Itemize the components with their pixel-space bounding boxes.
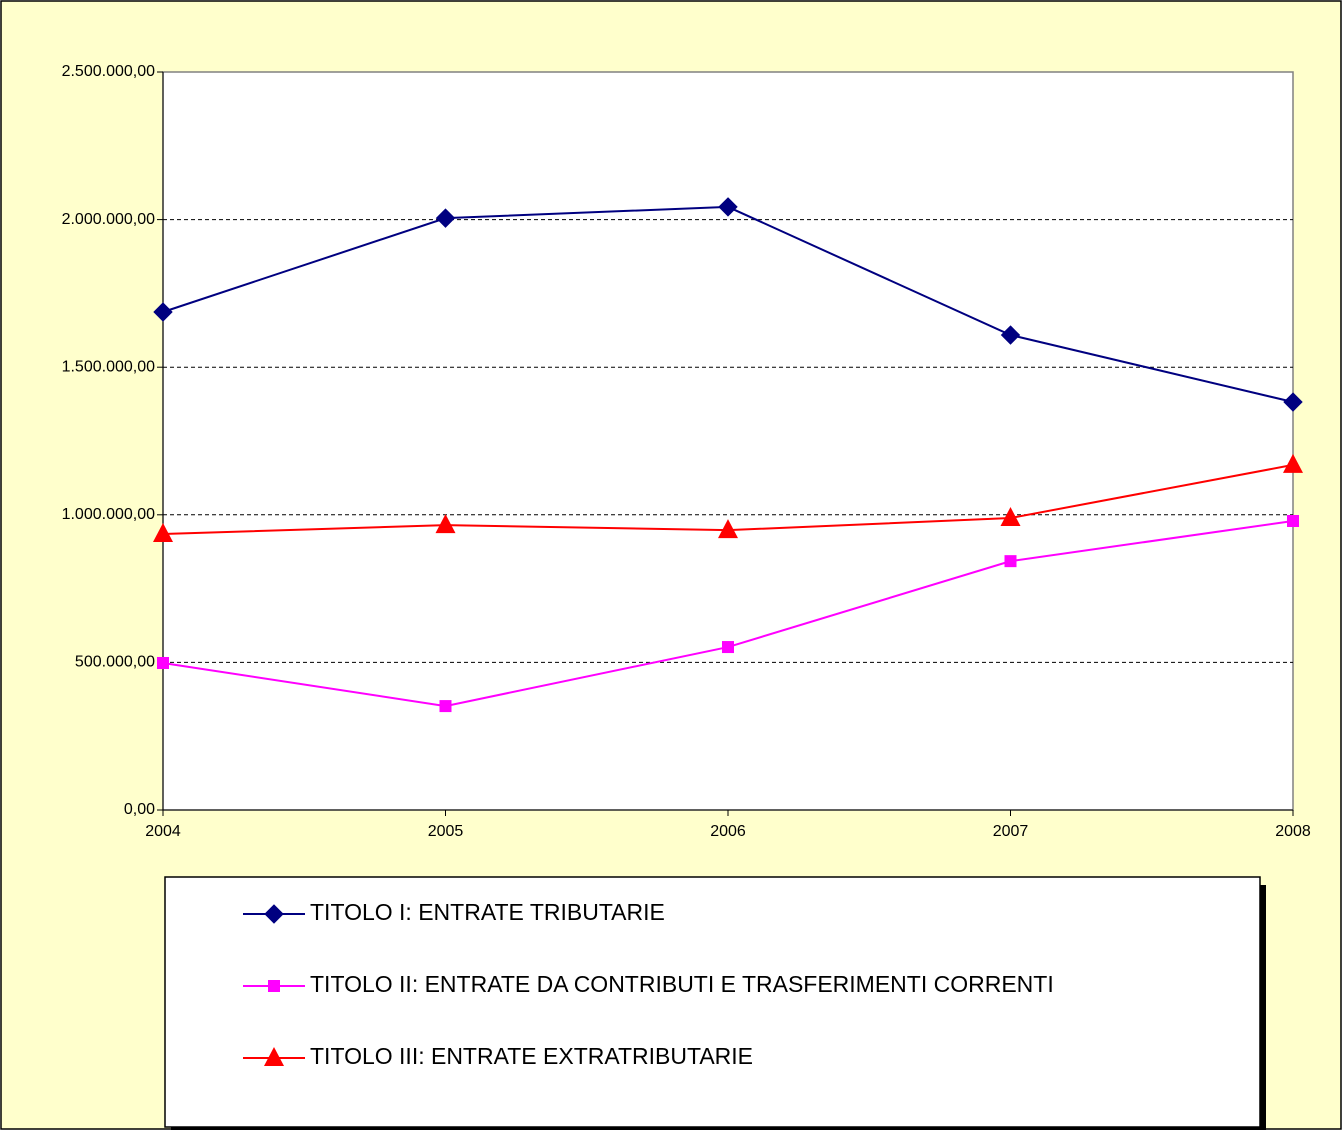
marker [1287,514,1299,527]
y-tick-label: 500.000,00 [75,654,155,671]
marker [1004,555,1017,568]
legend-label: TITOLO III: ENTRATE EXTRATRIBUTARIE [310,1043,753,1069]
marker [1000,507,1021,527]
marker [157,656,169,669]
legend-marker [264,1047,284,1066]
marker [722,641,734,654]
marker [439,700,452,713]
marker [1283,392,1303,412]
y-tick-label: 2.500.000,00 [62,63,156,80]
y-tick-label: 1.000.000,00 [62,506,156,523]
marker [718,197,738,217]
legend [164,876,1261,1128]
legend-label: TITOLO I: ENTRATE TRIBUTARIE [310,899,665,925]
y-tick-label: 1.500.000,00 [62,358,156,375]
marker [1000,325,1021,345]
x-tick-label: 2004 [145,823,181,840]
marker [153,522,173,542]
marker [435,514,456,534]
x-tick-label: 2008 [1275,823,1311,840]
marker [1283,453,1303,473]
legend-marker [264,904,284,924]
legend-marker [268,980,280,992]
marker [718,519,738,539]
y-tick-label: 0,00 [124,801,155,818]
x-tick-label: 2006 [710,823,746,840]
marker [153,302,173,322]
plot-area [162,71,1294,811]
legend-label: TITOLO II: ENTRATE DA CONTRIBUTI E TRASF… [310,971,1054,997]
y-tick-label: 2.000.000,00 [62,211,156,228]
x-tick-label: 2005 [428,823,464,840]
x-tick-label: 2007 [993,823,1029,840]
marker [435,208,456,228]
